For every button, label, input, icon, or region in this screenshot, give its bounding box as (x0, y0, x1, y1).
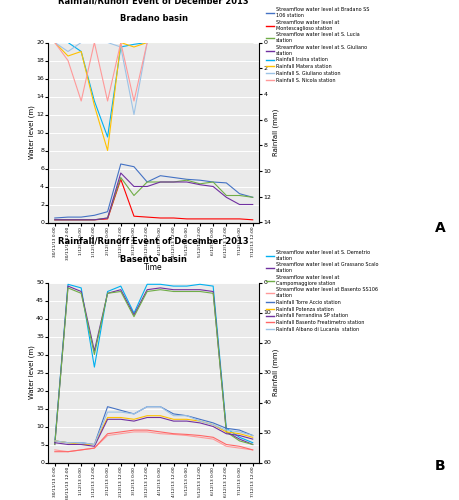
Y-axis label: Rainfall (mm): Rainfall (mm) (273, 349, 279, 396)
X-axis label: Time: Time (145, 263, 163, 272)
Legend: Streamflow water level at Bradano SS
106 station, Streamflow water level at
Mont: Streamflow water level at Bradano SS 106… (266, 8, 369, 83)
Text: Rainfall/Runoff Event of December 2013: Rainfall/Runoff Event of December 2013 (58, 236, 249, 245)
Y-axis label: Water level (m): Water level (m) (28, 106, 35, 160)
Text: Rainfall/Runoff Event of December 2013: Rainfall/Runoff Event of December 2013 (58, 0, 249, 5)
Text: B: B (435, 458, 445, 472)
Y-axis label: Water level (m): Water level (m) (28, 346, 35, 400)
Text: Bradano basin: Bradano basin (120, 14, 188, 24)
Text: Basento basin: Basento basin (120, 254, 187, 264)
Text: A: A (435, 221, 445, 235)
Legend: Streamflow water level at S. Demetrio
station, Streamflow water level at Grassan: Streamflow water level at S. Demetrio st… (266, 250, 378, 332)
Y-axis label: Rainfall (mm): Rainfall (mm) (273, 109, 279, 156)
